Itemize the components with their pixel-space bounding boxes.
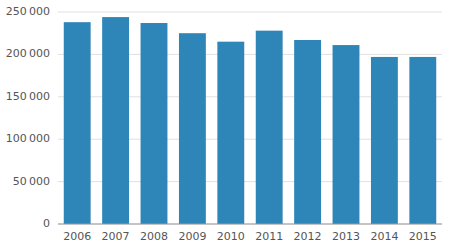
chart: 050 000100 000150 000200 000250 00020062… bbox=[0, 0, 454, 252]
x-tick-label: 2007 bbox=[102, 230, 130, 243]
grid-line bbox=[58, 12, 442, 13]
x-tick-label: 2015 bbox=[409, 230, 437, 243]
bar bbox=[256, 31, 283, 224]
bar bbox=[333, 45, 360, 224]
x-tick-label: 2012 bbox=[294, 230, 322, 243]
bar bbox=[64, 22, 91, 224]
grid-line bbox=[58, 224, 442, 225]
bar bbox=[102, 17, 129, 224]
x-tick-label: 2013 bbox=[332, 230, 360, 243]
bar bbox=[409, 57, 436, 224]
x-tick-label: 2011 bbox=[255, 230, 283, 243]
y-tick-label: 250 000 bbox=[6, 5, 50, 18]
y-tick-label: 50 000 bbox=[13, 175, 50, 188]
bars bbox=[64, 17, 436, 224]
y-tick-label: 100 000 bbox=[6, 132, 50, 145]
y-tick-label: 150 000 bbox=[6, 90, 50, 103]
bar bbox=[217, 42, 244, 224]
y-tick-label: 0 bbox=[43, 217, 50, 230]
bar bbox=[294, 40, 321, 224]
x-tick-label: 2010 bbox=[217, 230, 245, 243]
x-tick-label: 2006 bbox=[63, 230, 91, 243]
x-tick-label: 2014 bbox=[370, 230, 398, 243]
y-axis: 0 50 000 100 000 150 000 200 000 250 000 bbox=[6, 5, 442, 230]
x-tick-label: 2009 bbox=[178, 230, 206, 243]
bar bbox=[179, 33, 206, 224]
x-tick-label: 2008 bbox=[140, 230, 168, 243]
bar bbox=[371, 57, 398, 224]
bar bbox=[141, 23, 168, 224]
y-tick-label: 200 000 bbox=[6, 47, 50, 60]
x-axis-line bbox=[58, 224, 442, 225]
x-axis: 2006 2007 2008 2009 2010 2011 2012 2013 2014 2015 bbox=[63, 230, 437, 243]
